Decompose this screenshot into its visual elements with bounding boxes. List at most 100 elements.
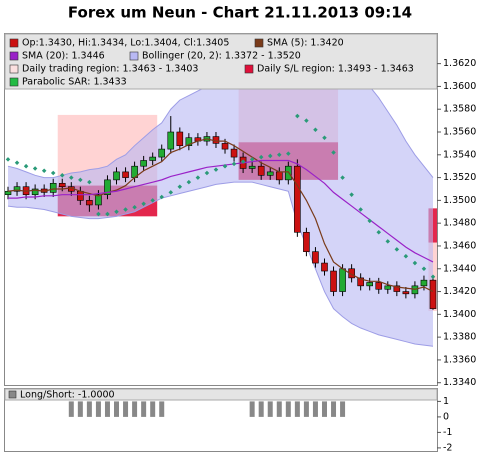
y-tick-label: 1.3440 <box>443 263 476 274</box>
candle-body <box>257 165 265 176</box>
candle-body <box>140 160 147 167</box>
candle-body <box>312 251 319 264</box>
candle-body <box>149 156 156 161</box>
y-tick-label: 1.3580 <box>443 104 476 115</box>
sar-dot <box>69 175 74 180</box>
bar <box>86 401 92 417</box>
legend-swatch <box>8 390 17 399</box>
y-tick-label: 1 <box>443 396 449 407</box>
candle-body <box>77 190 84 201</box>
bar <box>95 401 101 417</box>
candle-body <box>420 279 428 287</box>
bar <box>285 401 291 417</box>
candle-body <box>122 171 129 178</box>
sar-dot <box>123 207 128 212</box>
y-tick-label: 1.3460 <box>443 240 476 251</box>
candle-body <box>113 171 120 181</box>
candle-body <box>339 268 346 292</box>
candle-body <box>348 268 355 279</box>
panel-label: Long/Short: -1.0000 <box>20 390 115 401</box>
bar <box>141 401 147 417</box>
bar <box>132 401 138 417</box>
candle-body <box>58 182 66 188</box>
candle-body <box>185 137 193 146</box>
bollinger-band <box>8 52 433 347</box>
y-tick-label: 1.3340 <box>443 377 476 388</box>
candle-body <box>167 131 175 150</box>
candle-body <box>5 190 12 195</box>
bar <box>77 401 83 417</box>
legend-label: Daily trading region: 1.3463 - 1.3403 <box>22 64 198 75</box>
panel-legend-box <box>4 388 438 401</box>
sma5-line <box>7 138 434 293</box>
legend-label: Bollinger (20, 2): 1.3372 - 1.3520 <box>142 51 301 62</box>
y-tick-label: 1.3560 <box>443 127 476 138</box>
y-tick-label: 1.3360 <box>443 354 476 365</box>
bar <box>150 401 156 417</box>
sar-dot <box>96 211 101 217</box>
y-tick-label: 0 <box>443 411 449 422</box>
sar-dot <box>376 230 382 235</box>
legend-box <box>4 33 438 90</box>
sar-dot <box>430 274 436 279</box>
candle-body <box>384 285 392 290</box>
bar <box>114 401 120 417</box>
candle-body <box>357 277 364 287</box>
sar-dot <box>267 153 273 159</box>
y-tick-label: -1 <box>443 427 452 438</box>
candle-body <box>49 182 57 193</box>
candle-body <box>275 171 283 181</box>
sar-dot <box>412 260 418 266</box>
bar <box>331 401 337 417</box>
y-tick-label: 1.3380 <box>443 332 476 343</box>
candle-body <box>230 148 238 158</box>
candle-body <box>95 194 102 206</box>
legend-label: SMA (5): 1.3420 <box>267 38 344 49</box>
candle-body <box>221 143 229 150</box>
sar-dot <box>403 253 409 259</box>
legend-label: Op:1.3430, Hi:1.3434, Lo:1.3404, Cl:1.34… <box>22 38 229 49</box>
legend-label: SMA (20): 1.3446 <box>22 51 105 62</box>
legend-label: Parabolic SAR: 1.3433 <box>22 77 127 88</box>
sar-dot <box>286 151 291 156</box>
candle-body <box>158 148 166 158</box>
candle-body <box>86 200 93 206</box>
legend-swatch <box>244 64 254 74</box>
y-tick-label: 1.3480 <box>443 218 476 229</box>
sma20-line <box>8 159 434 263</box>
candle-body <box>294 165 301 233</box>
sar-dot <box>421 266 427 272</box>
candle-body <box>285 165 292 181</box>
sar-dot <box>367 218 372 224</box>
y-tick-label: 1.3500 <box>443 195 476 206</box>
bar <box>340 401 346 417</box>
bar <box>303 401 309 417</box>
sar-dot <box>349 192 354 197</box>
bar <box>68 401 74 417</box>
candle-body <box>303 231 310 252</box>
candle-body <box>330 270 337 292</box>
bar <box>321 401 327 417</box>
y-tick-label: 1.3620 <box>443 58 476 69</box>
y-tick-label: 1.3600 <box>443 81 476 92</box>
candle-body <box>393 285 401 292</box>
sar-dot <box>87 179 92 185</box>
y-tick-label: 1.3520 <box>443 172 476 183</box>
sar-dot <box>78 177 83 183</box>
bar <box>294 401 300 417</box>
legend-swatch <box>9 64 19 74</box>
bar <box>312 401 318 417</box>
chart-title: Forex um Neun - Chart 21.11.2013 09:14 <box>68 4 412 22</box>
legend-swatch <box>254 38 264 48</box>
candle-body <box>104 179 111 195</box>
y-tick-label: 1.3400 <box>443 309 476 320</box>
bar <box>123 401 129 417</box>
sar-dot <box>394 247 400 252</box>
sar-dot <box>114 209 119 215</box>
candle-body <box>31 188 39 195</box>
legend-swatch <box>129 51 139 61</box>
legend-swatch <box>9 77 19 87</box>
bar <box>267 401 273 417</box>
bollinger-line <box>7 181 434 347</box>
